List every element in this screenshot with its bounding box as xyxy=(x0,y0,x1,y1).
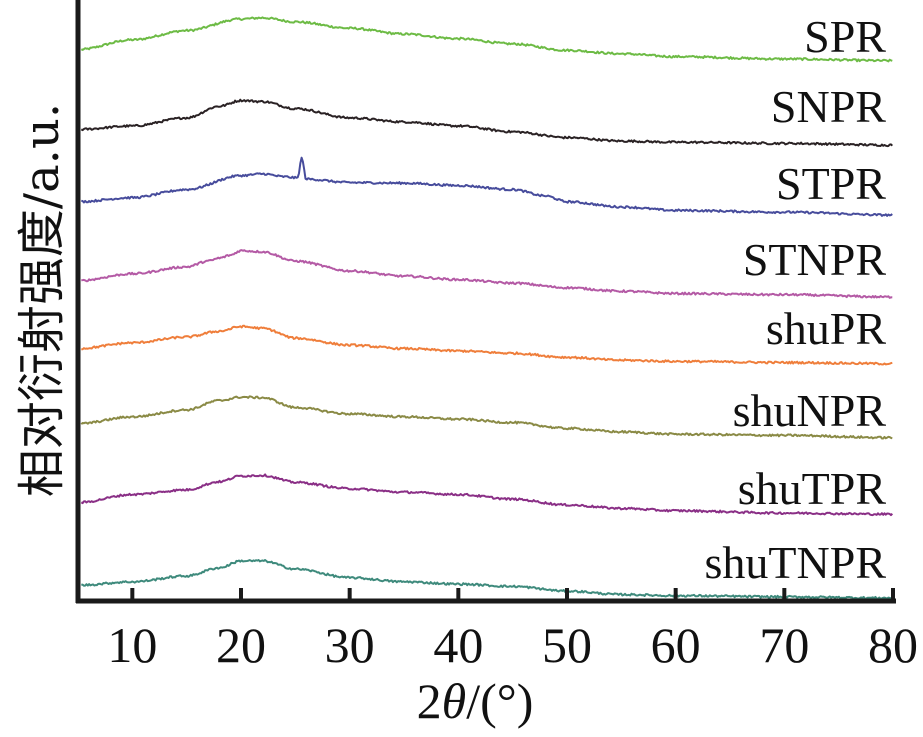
series-line-spr xyxy=(80,16,893,63)
series-line-stnpr xyxy=(81,249,893,299)
series-line-stpr xyxy=(81,156,893,217)
series-label-shutpr: shuTPR xyxy=(738,463,887,514)
series-curves xyxy=(80,16,894,600)
x-tick-label: 70 xyxy=(759,617,809,673)
x-tick-labels: 10 20 30 40 50 60 70 80 xyxy=(107,617,918,673)
series-label-shunpr: shuNPR xyxy=(733,385,887,436)
x-tick-label: 80 xyxy=(868,617,918,673)
x-tick-label: 10 xyxy=(107,617,157,673)
series-label-snpr: SNPR xyxy=(771,81,886,132)
series-label-stnpr: STNPR xyxy=(743,234,886,285)
series-label-stpr: STPR xyxy=(776,158,886,209)
x-tick-label: 30 xyxy=(325,617,375,673)
x-axis-title: 2θ/(°) xyxy=(417,673,534,729)
series-line-shutpr xyxy=(80,473,894,517)
x-tick-label: 40 xyxy=(433,617,483,673)
series-line-shutnpr xyxy=(81,559,893,600)
x-tick-label: 50 xyxy=(542,617,592,673)
y-axis-title: 相对衍射强度/a.u. xyxy=(14,103,70,497)
x-tick-label: 20 xyxy=(216,617,266,673)
series-label-shutnpr: shuTNPR xyxy=(705,537,887,588)
x-tick-label: 60 xyxy=(651,617,701,673)
series-labels: SPR SNPR STPR STNPR shuPR shuNPR shuTPR shuTNPR xyxy=(705,11,887,588)
x-ticks xyxy=(130,588,895,601)
series-line-snpr xyxy=(80,98,894,148)
series-label-spr: SPR xyxy=(804,11,886,62)
series-line-shunpr xyxy=(80,395,893,440)
series-label-shupr: shuPR xyxy=(766,303,886,354)
series-line-shupr xyxy=(81,324,893,366)
